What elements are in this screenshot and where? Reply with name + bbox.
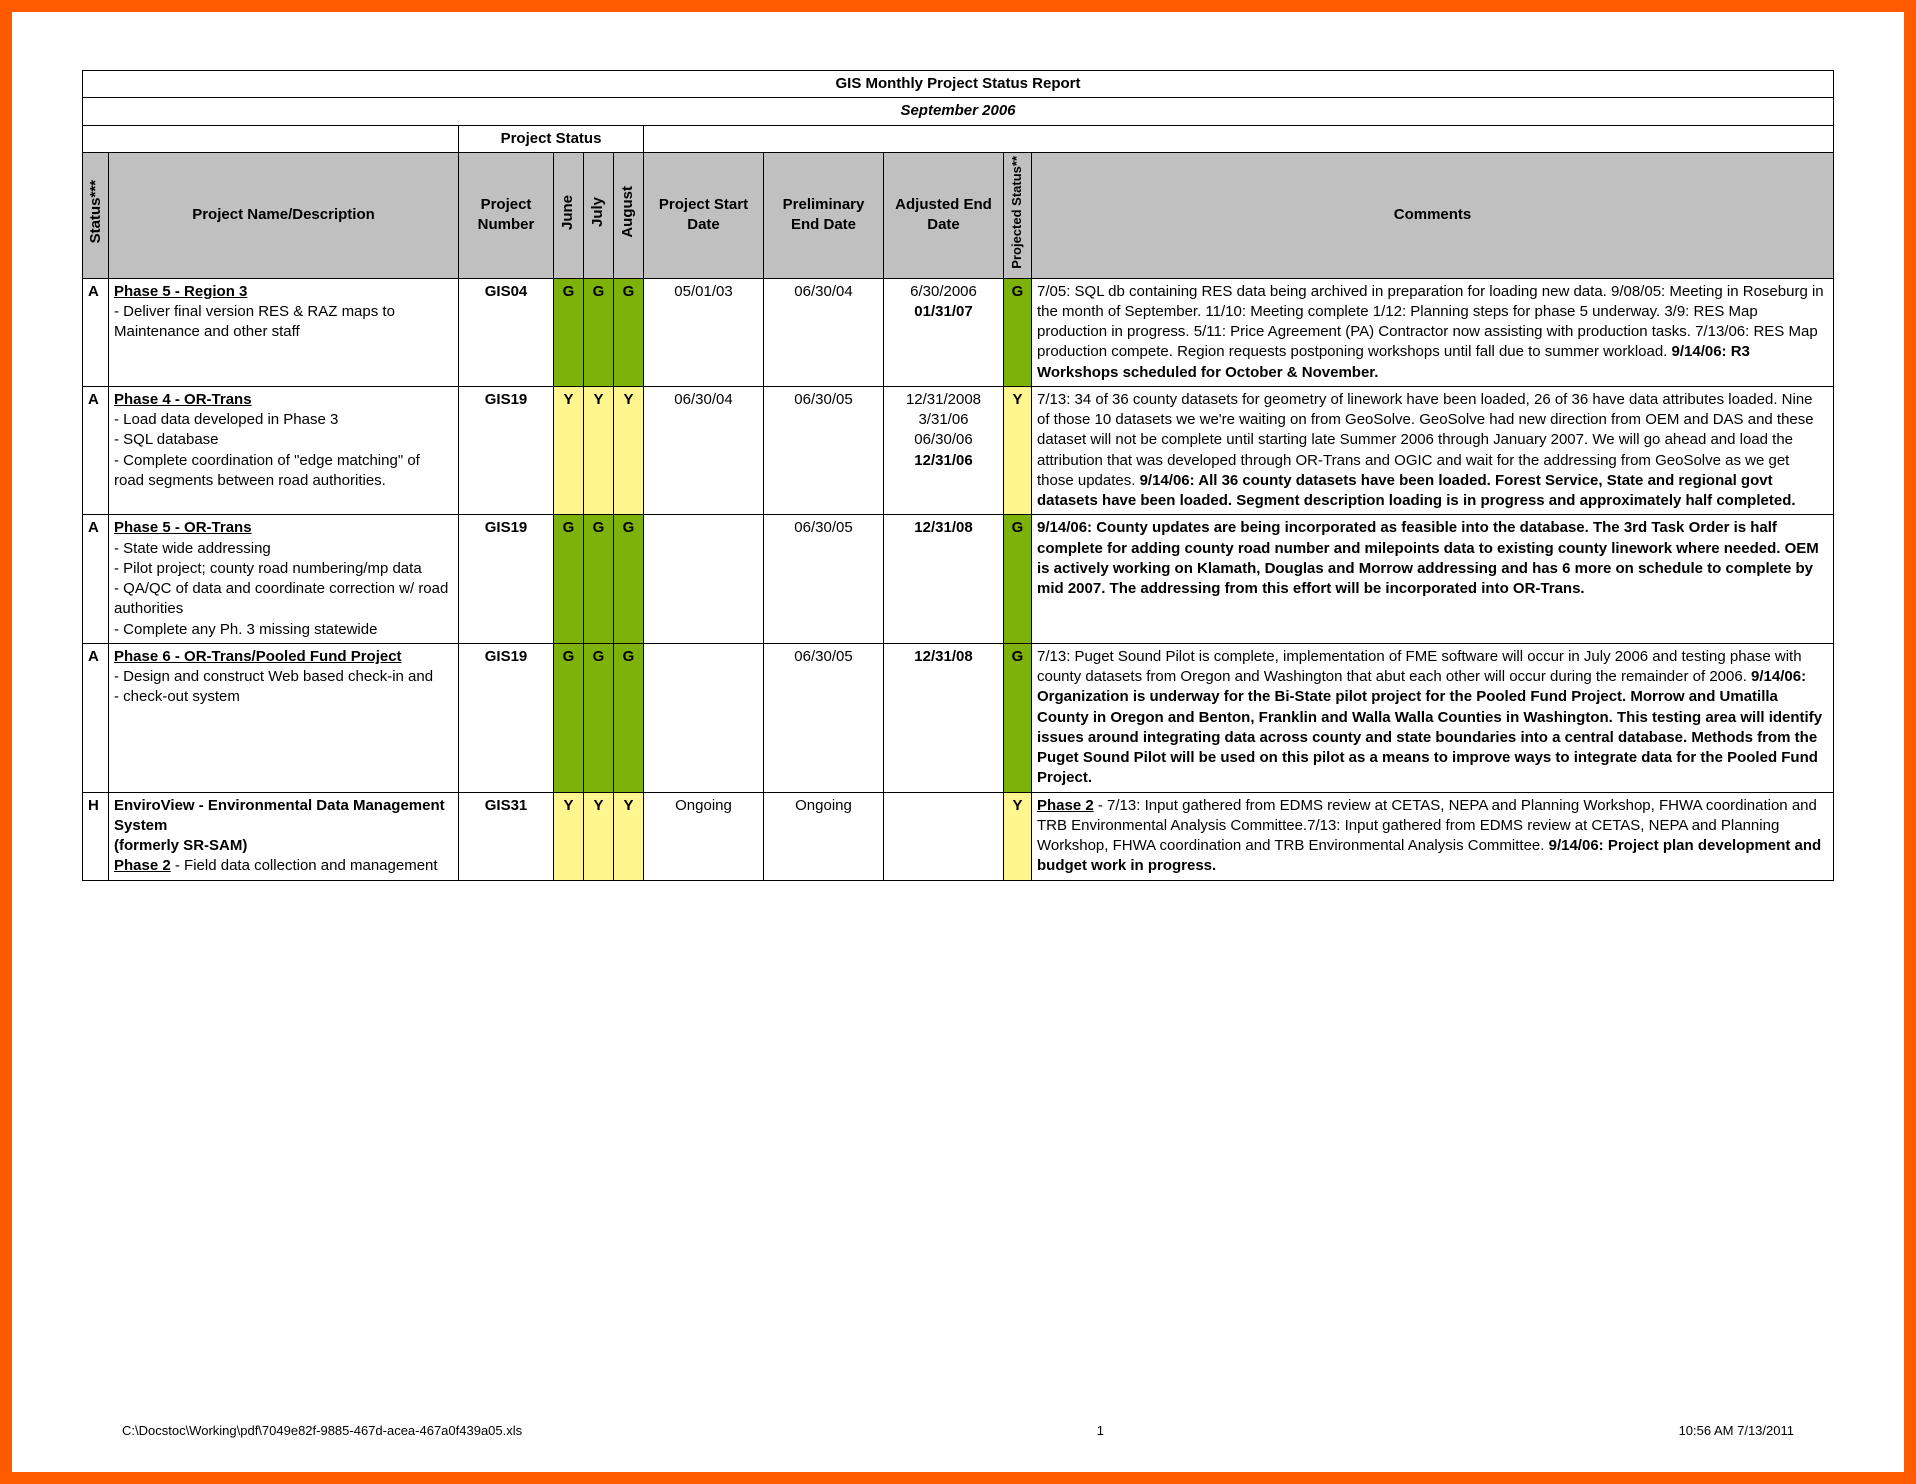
report-subtitle: September 2006 (83, 98, 1834, 125)
prelim-date-cell: Ongoing (764, 792, 884, 880)
adjusted-date-cell: 12/31/08 (884, 643, 1004, 792)
start-date-cell: 05/01/03 (644, 278, 764, 386)
month2-cell: G (584, 515, 614, 644)
header-start: Project Start Date (644, 152, 764, 278)
month3-cell: G (614, 643, 644, 792)
title-row: GIS Monthly Project Status Report (83, 71, 1834, 98)
project-number-cell: GIS04 (459, 278, 554, 386)
status-cell: A (83, 515, 109, 644)
comments-cell: 9/14/06: County updates are being incorp… (1032, 515, 1834, 644)
header-month2: July (590, 197, 607, 227)
start-date-cell (644, 643, 764, 792)
header-adjusted: Adjusted End Date (884, 152, 1004, 278)
status-cell: A (83, 643, 109, 792)
comments-cell: 7/05: SQL db containing RES data being a… (1032, 278, 1834, 386)
start-date-cell (644, 515, 764, 644)
document-frame: GIS Monthly Project Status Report Septem… (0, 0, 1916, 1484)
month2-cell: G (584, 643, 614, 792)
prelim-date-cell: 06/30/05 (764, 643, 884, 792)
status-report-table: GIS Monthly Project Status Report Septem… (82, 70, 1834, 881)
month3-cell: Y (614, 386, 644, 515)
prelim-date-cell: 06/30/04 (764, 278, 884, 386)
month2-cell: Y (584, 792, 614, 880)
table-row: APhase 6 - OR-Trans/Pooled Fund Project … (83, 643, 1834, 792)
project-number-cell: GIS31 (459, 792, 554, 880)
adjusted-date-cell: 12/31/20083/31/0606/30/0612/31/06 (884, 386, 1004, 515)
prelim-date-cell: 06/30/05 (764, 386, 884, 515)
status-cell: A (83, 278, 109, 386)
header-row: Status*** Project Name/Description Proje… (83, 152, 1834, 278)
footer-timestamp: 10:56 AM 7/13/2011 (1679, 1423, 1794, 1438)
section-label: Project Status (459, 125, 644, 152)
table-row: APhase 4 - OR-Trans - Load data develope… (83, 386, 1834, 515)
table-row: A Phase 5 - OR-Trans - State wide addres… (83, 515, 1834, 644)
prelim-date-cell: 06/30/05 (764, 515, 884, 644)
report-title: GIS Monthly Project Status Report (83, 71, 1834, 98)
subtitle-row: September 2006 (83, 98, 1834, 125)
project-number-cell: GIS19 (459, 386, 554, 515)
month3-cell: G (614, 515, 644, 644)
month1-cell: G (554, 278, 584, 386)
projected-status-cell: G (1004, 515, 1032, 644)
project-name-cell: Phase 5 - Region 3 - Deliver final versi… (109, 278, 459, 386)
month1-cell: Y (554, 386, 584, 515)
footer-page: 1 (1097, 1423, 1104, 1438)
page-footer: C:\Docstoc\Working\pdf\7049e82f-9885-467… (122, 1423, 1794, 1438)
header-month1: June (560, 195, 577, 230)
header-projected: Projected Status** (1010, 156, 1024, 269)
projected-status-cell: Y (1004, 386, 1032, 515)
project-name-cell: Phase 6 - OR-Trans/Pooled Fund Project -… (109, 643, 459, 792)
start-date-cell: 06/30/04 (644, 386, 764, 515)
month3-cell: G (614, 278, 644, 386)
projected-status-cell: G (1004, 278, 1032, 386)
header-number: Project Number (459, 152, 554, 278)
section-row: Project Status (83, 125, 1834, 152)
adjusted-date-cell: 12/31/08 (884, 515, 1004, 644)
project-number-cell: GIS19 (459, 515, 554, 644)
adjusted-date-cell: 6/30/200601/31/07 (884, 278, 1004, 386)
table-row: HEnviroView - Environmental Data Managem… (83, 792, 1834, 880)
project-name-cell: EnviroView - Environmental Data Manageme… (109, 792, 459, 880)
table-row: APhase 5 - Region 3 - Deliver final vers… (83, 278, 1834, 386)
month3-cell: Y (614, 792, 644, 880)
comments-cell: 7/13: 34 of 36 county datasets for geome… (1032, 386, 1834, 515)
start-date-cell: Ongoing (644, 792, 764, 880)
header-status: Status*** (88, 180, 105, 243)
footer-path: C:\Docstoc\Working\pdf\7049e82f-9885-467… (122, 1423, 522, 1438)
projected-status-cell: G (1004, 643, 1032, 792)
month1-cell: G (554, 643, 584, 792)
project-number-cell: GIS19 (459, 643, 554, 792)
projected-status-cell: Y (1004, 792, 1032, 880)
month1-cell: G (554, 515, 584, 644)
project-name-cell: Phase 5 - OR-Trans - State wide addressi… (109, 515, 459, 644)
status-cell: H (83, 792, 109, 880)
month2-cell: Y (584, 386, 614, 515)
comments-cell: 7/13: Puget Sound Pilot is complete, imp… (1032, 643, 1834, 792)
header-prelim: Preliminary End Date (764, 152, 884, 278)
header-month3: August (620, 186, 637, 238)
header-name: Project Name/Description (109, 152, 459, 278)
adjusted-date-cell (884, 792, 1004, 880)
month2-cell: G (584, 278, 614, 386)
header-comments: Comments (1032, 152, 1834, 278)
comments-cell: Phase 2 - 7/13: Input gathered from EDMS… (1032, 792, 1834, 880)
project-name-cell: Phase 4 - OR-Trans - Load data developed… (109, 386, 459, 515)
month1-cell: Y (554, 792, 584, 880)
status-cell: A (83, 386, 109, 515)
